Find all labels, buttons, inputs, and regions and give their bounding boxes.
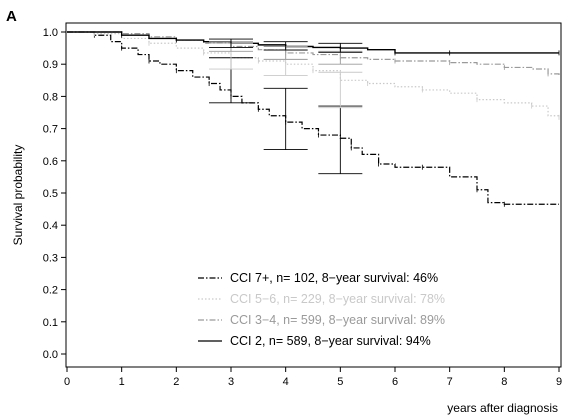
y-tick-label-0: 0.0 <box>43 349 58 361</box>
error-bar-3-1 <box>263 41 308 51</box>
y-tick-label-10: 1.0 <box>43 27 58 39</box>
series-line-1 <box>67 31 560 118</box>
legend-entry-3: CCI 2, n= 589, 8−year survival: 94% <box>230 334 431 348</box>
legend: CCI 7+, n= 102, 8−year survival: 46% CCI … <box>198 271 445 348</box>
x-tick-label-6: 6 <box>392 376 398 388</box>
legend-entry-2: CCI 3−4, n= 599, 8−year survival: 89% <box>230 313 445 327</box>
x-tick-label-4: 4 <box>283 376 289 388</box>
y-tick-label-7: 0.7 <box>43 124 58 136</box>
error-bar-3-2 <box>318 42 363 53</box>
y-axis-label: Survival probability <box>11 145 25 246</box>
x-tick-label-2: 2 <box>173 376 179 388</box>
series-line-3 <box>67 31 559 54</box>
x-tick-label-7: 7 <box>447 376 453 388</box>
y-tick-label-3: 0.3 <box>43 252 58 264</box>
x-tick-label-9: 9 <box>556 376 562 388</box>
x-tick-label-1: 1 <box>119 376 125 388</box>
y-tick-label-5: 0.5 <box>43 188 58 200</box>
x-tick-label-8: 8 <box>501 376 507 388</box>
y-tick-label-4: 0.4 <box>43 220 58 232</box>
series-line-0 <box>67 31 559 205</box>
y-tick-label-2: 0.2 <box>43 285 58 297</box>
y-tick-label-9: 0.9 <box>43 59 58 71</box>
x-axis: 0 1 2 3 4 5 6 7 8 9 <box>64 367 562 388</box>
error-bar-3-0 <box>209 38 253 48</box>
y-axis: 0.0 0.1 0.2 0.3 0.4 0.5 0.6 0.7 0.8 0.9 1.0 <box>43 27 66 361</box>
error-bar-0-2 <box>318 105 363 175</box>
x-tick-label-3: 3 <box>228 376 234 388</box>
y-tick-label-8: 0.8 <box>43 91 58 103</box>
series-layer <box>67 31 560 207</box>
error-bar-1-2 <box>318 71 363 109</box>
x-tick-label-5: 5 <box>337 376 343 388</box>
errorbar-layer <box>209 38 363 175</box>
plot-frame <box>65 22 562 368</box>
y-tick-label-1: 0.1 <box>43 317 58 329</box>
error-bar-0-1 <box>263 87 308 150</box>
x-tick-label-0: 0 <box>64 376 70 388</box>
panel-label: A <box>6 8 17 25</box>
y-tick-label-6: 0.6 <box>43 156 58 168</box>
x-axis-label: years after diagnosis <box>447 401 558 415</box>
legend-entry-1: CCI 5−6, n= 229, 8−year survival: 78% <box>230 292 445 306</box>
legend-entry-0: CCI 7+, n= 102, 8−year survival: 46% <box>230 271 438 285</box>
